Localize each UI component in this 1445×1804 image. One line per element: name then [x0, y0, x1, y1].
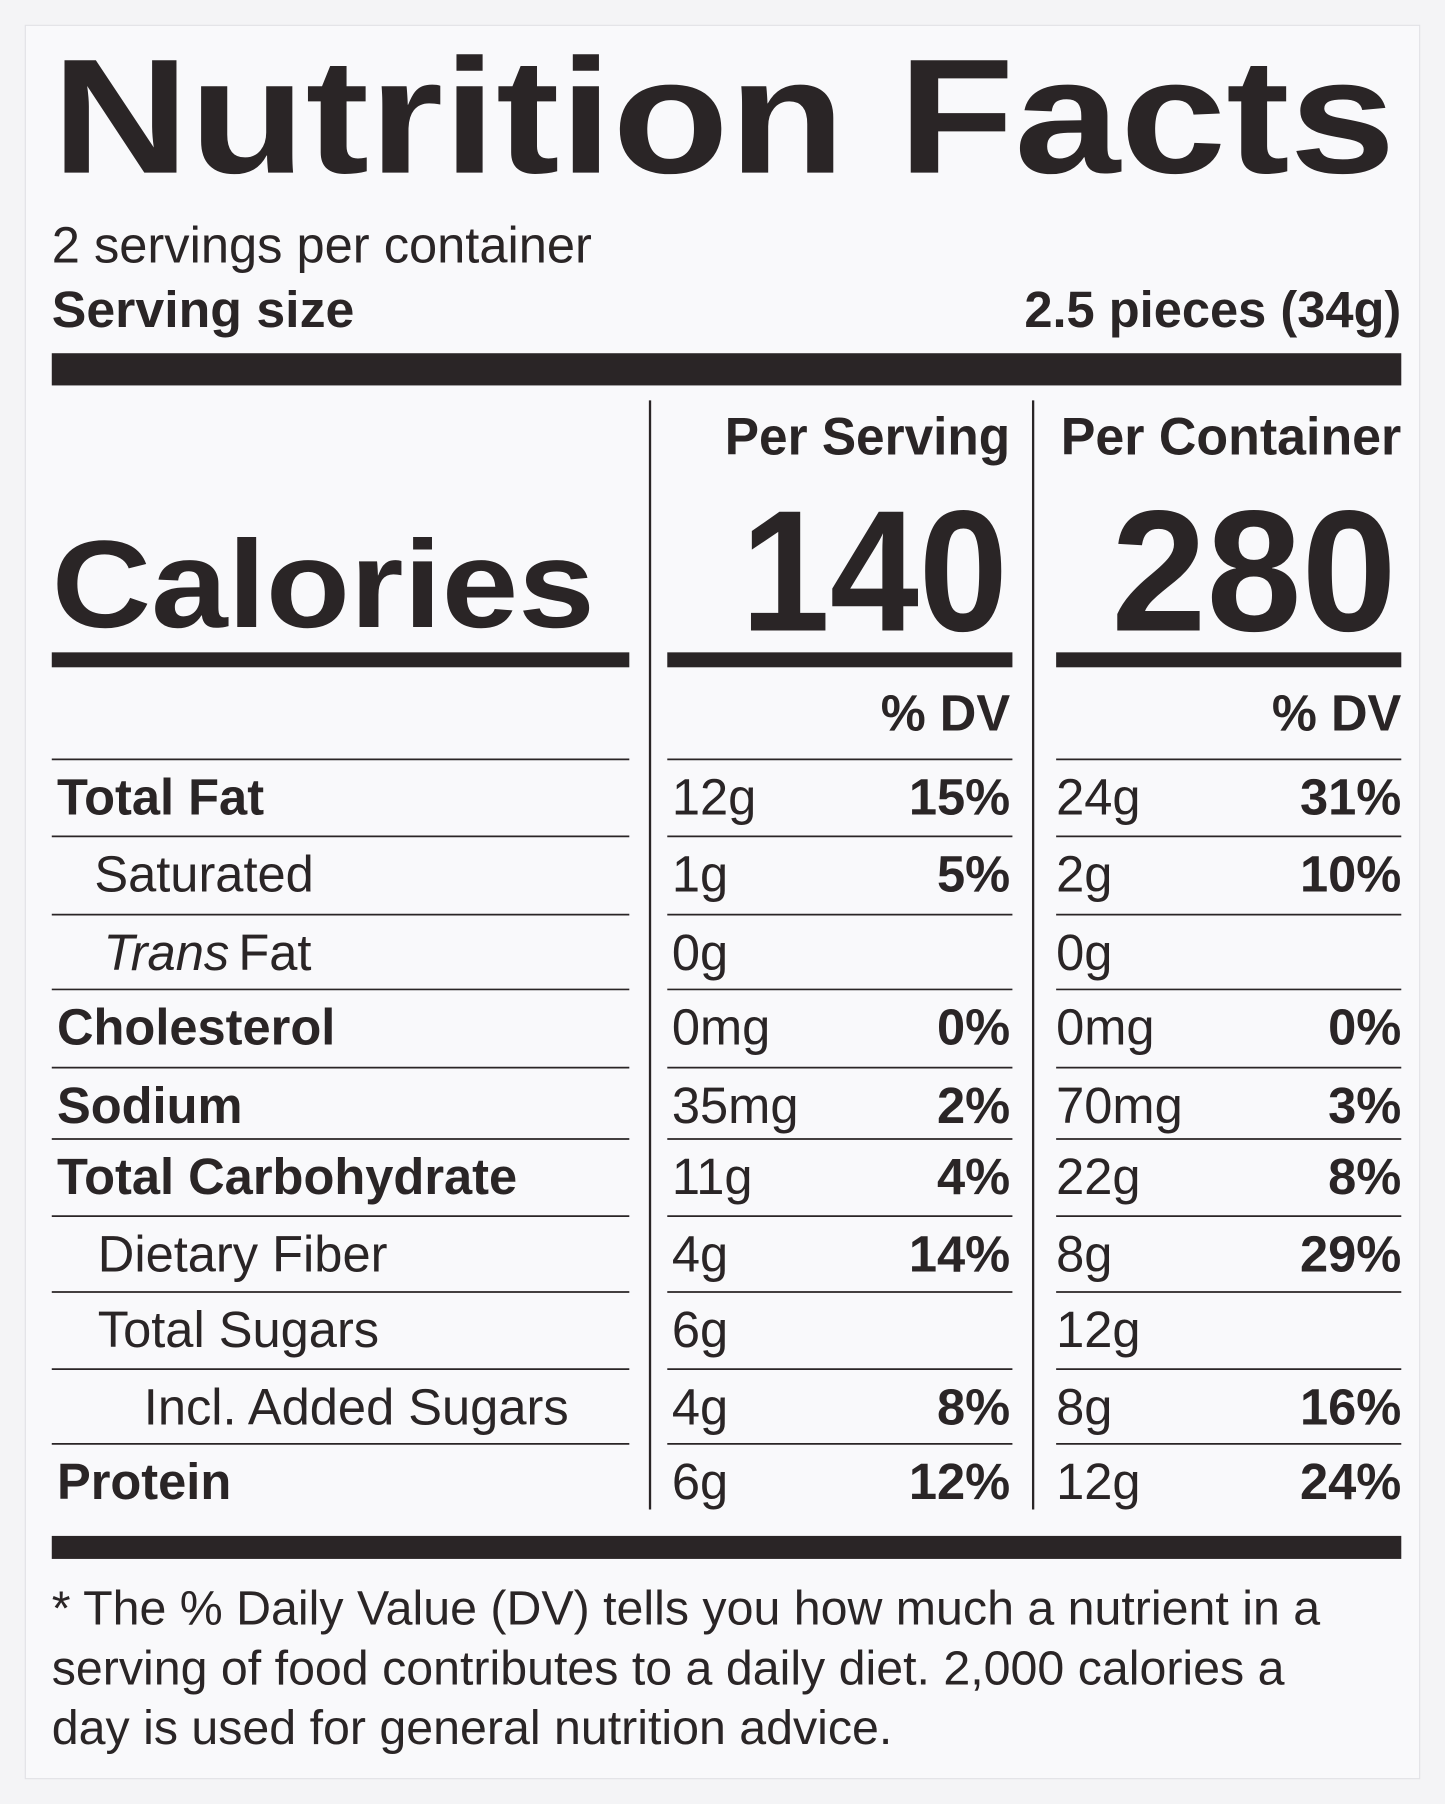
percent-dv: 24%: [1300, 1453, 1401, 1510]
amount: 4g: [672, 1378, 728, 1435]
servings: 2 servings per container: [52, 216, 592, 273]
serving-size-label: Serving size: [52, 281, 355, 338]
footnote-line: serving of food contributes to a daily d…: [52, 1641, 1285, 1695]
percent-dv: 5%: [937, 846, 1010, 903]
column-header: Per Serving: [725, 407, 1010, 466]
nutrient-label: Sodium: [57, 1077, 243, 1134]
label-panel: [24, 24, 1421, 1780]
amount: 6g: [672, 1301, 728, 1358]
percent-dv: 2%: [937, 1077, 1010, 1134]
amount: 4g: [672, 1225, 728, 1282]
dv-header: % DV: [881, 685, 1011, 742]
dv-header: % DV: [1272, 685, 1402, 742]
medium-rule: [51, 652, 630, 668]
calories-label: Calories: [52, 516, 595, 654]
percent-dv: 8%: [1328, 1148, 1401, 1205]
footnote: * The % Daily Value (DV) tells you how m…: [52, 1582, 1320, 1756]
nutrient-label: Trans Fat: [104, 924, 312, 981]
footnote-line: * The % Daily Value (DV) tells you how m…: [52, 1582, 1320, 1636]
percent-dv: 8%: [937, 1378, 1010, 1435]
amount: 8g: [1056, 1378, 1112, 1435]
amount: 2g: [1056, 846, 1112, 903]
calories-value: 140: [741, 474, 1008, 667]
amount: 12g: [1056, 1301, 1140, 1358]
nutrient-label: Total Fat: [57, 769, 264, 826]
serving-size-value: 2.5 pieces (34g): [1024, 281, 1401, 338]
nutrient-label: Total Sugars: [98, 1301, 379, 1358]
footnote-line: day is used for general nutrition advice…: [52, 1701, 893, 1755]
label: Fat: [238, 924, 311, 981]
nutrient-label: Total Carbohydrate: [57, 1148, 517, 1205]
percent-dv: 3%: [1328, 1077, 1401, 1134]
thick-rule: [51, 353, 1402, 386]
amount: 6g: [672, 1453, 728, 1510]
nutrient-label: Dietary Fiber: [98, 1225, 388, 1282]
percent-dv: 16%: [1300, 1378, 1401, 1435]
amount: 12g: [1056, 1453, 1140, 1510]
percent-dv: 10%: [1300, 846, 1401, 903]
percent-dv: 29%: [1300, 1225, 1401, 1282]
medium-rule: [1056, 652, 1402, 668]
percent-dv: 31%: [1300, 769, 1401, 826]
percent-dv: 12%: [909, 1453, 1010, 1510]
nutrient-label: Protein: [57, 1453, 231, 1510]
amount: 0mg: [1056, 999, 1154, 1056]
amount: 24g: [1056, 769, 1140, 826]
percent-dv: 14%: [909, 1225, 1010, 1282]
column-header: Per Container: [1061, 407, 1402, 466]
amount: 12g: [672, 769, 756, 826]
percent-dv: 15%: [909, 769, 1010, 826]
nutrient-rows: Total Fat 12g 24g 15% 31% Saturated 1g 2g 5% 10% T…: [51, 758, 1401, 1510]
amount: 70mg: [1056, 1077, 1183, 1134]
italic-label: Trans: [104, 924, 230, 981]
nutrient-label: Incl. Added Sugars: [144, 1378, 569, 1435]
amount: 8g: [1056, 1225, 1112, 1282]
amount: 22g: [1056, 1148, 1140, 1205]
thick-rule: [51, 1535, 1402, 1559]
amount: 0g: [1056, 924, 1112, 981]
amount: 11g: [672, 1148, 753, 1205]
title: Nutrition Facts: [52, 25, 1396, 208]
nutrient-label: Saturated: [94, 846, 313, 903]
amount: 0g: [672, 924, 728, 981]
percent-dv: 0%: [1328, 999, 1401, 1056]
medium-rule: [667, 652, 1013, 668]
percent-dv: 0%: [937, 999, 1010, 1056]
nutrient-label: Cholesterol: [57, 999, 335, 1056]
amount: 1g: [672, 846, 728, 903]
percent-dv: 4%: [937, 1148, 1010, 1205]
amount: 0mg: [672, 999, 770, 1056]
calories-value: 280: [1111, 474, 1396, 667]
amount: 35mg: [672, 1077, 799, 1134]
